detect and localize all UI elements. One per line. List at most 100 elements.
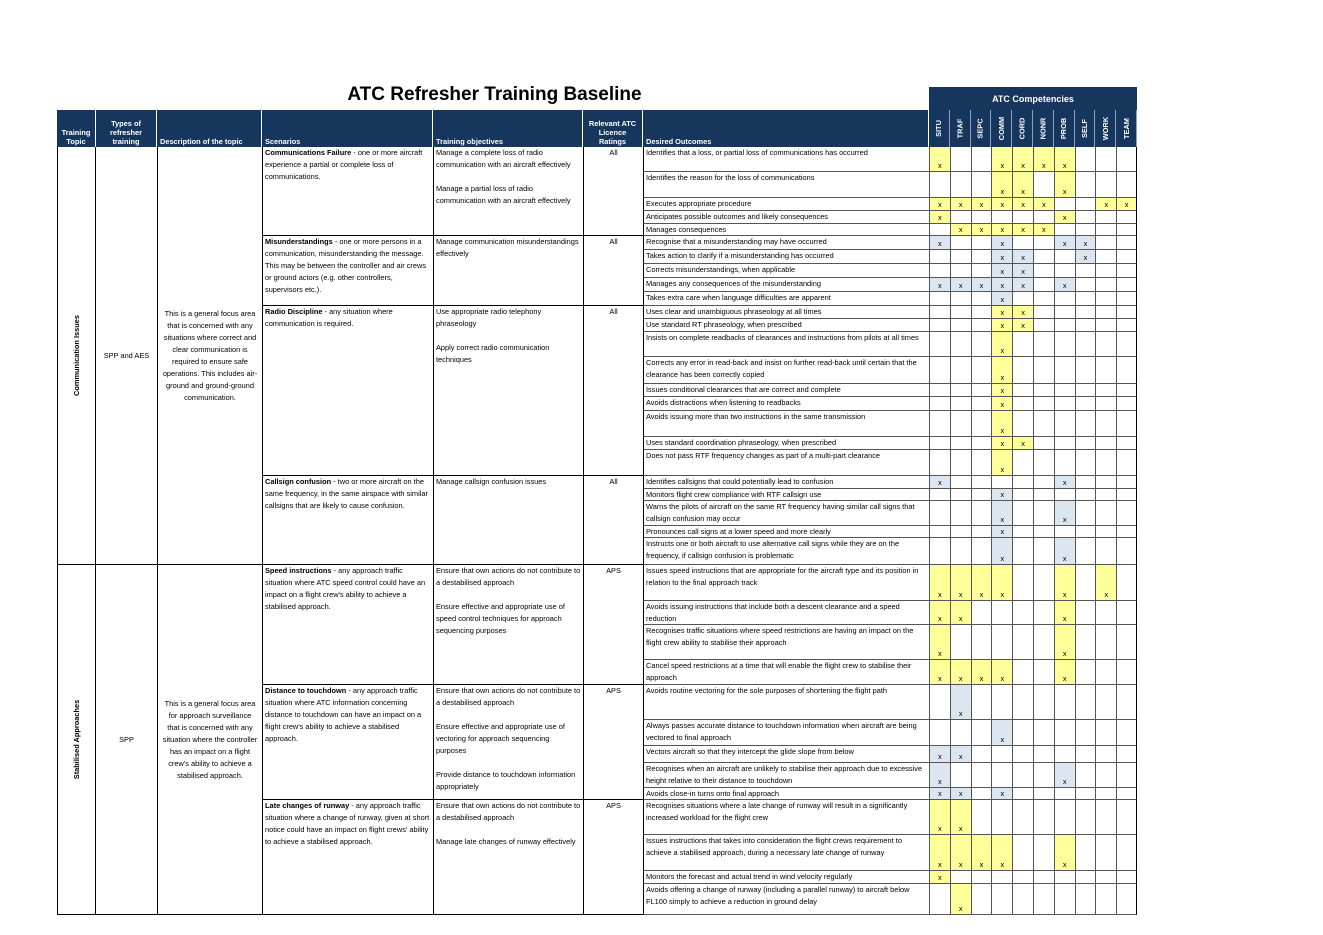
licence-rating: All: [583, 306, 643, 476]
competency-cell: [1033, 720, 1054, 746]
competency-cell: [970, 306, 992, 319]
competency-mark: x: [1000, 386, 1005, 395]
competency-cell: [1074, 601, 1096, 625]
competency-cell: [1116, 278, 1137, 292]
competency-mark: x: [1062, 590, 1067, 599]
desired-outcome: Manages consequences: [643, 224, 929, 236]
competency-cell: x: [991, 319, 1013, 332]
training-topic: Stabilised Approaches: [57, 565, 96, 915]
competency-mark: x: [1000, 321, 1005, 330]
competency-cell: [1053, 450, 1075, 476]
competency-cell: [1095, 746, 1117, 763]
competency-cell: x: [970, 198, 992, 211]
competency-cell: [1033, 660, 1054, 685]
competency-cell: x: [991, 384, 1013, 397]
competency-cell: x: [970, 660, 992, 685]
scenario-title: Callsign confusion: [265, 477, 332, 486]
competency-cell: [970, 526, 992, 538]
competency-cell: [1116, 437, 1137, 450]
competency-cell: [929, 397, 950, 411]
competency-cell: [929, 884, 950, 915]
competency-cell: x: [929, 211, 950, 224]
competency-cell: [1095, 397, 1117, 411]
competency-mark: x: [979, 860, 984, 869]
competency-cell: [1095, 720, 1117, 746]
competency-cell: [970, 763, 992, 788]
refresher-type: SPP: [96, 565, 157, 915]
desired-outcome: Uses standard coordination phraseology, …: [643, 437, 929, 450]
competency-cell: [1033, 306, 1054, 319]
desired-outcome: Avoids issuing instructions that include…: [643, 601, 929, 625]
competency-cell: [1116, 526, 1137, 538]
competency-cell: [1095, 788, 1117, 800]
competency-mark: x: [938, 200, 942, 209]
competency-cell: x: [1012, 319, 1033, 332]
competency-cell: x: [991, 538, 1013, 565]
competency-mark: x: [1000, 674, 1005, 683]
desired-outcome: Cancel speed restrictions at a time that…: [643, 660, 929, 685]
competency-cell: [970, 800, 992, 835]
competency-cell: [949, 450, 971, 476]
competency-cell: x: [1033, 147, 1054, 172]
desired-outcome: Recognises traffic situations where spee…: [643, 625, 929, 660]
competency-cell: [1033, 601, 1054, 625]
competency-cell: [1033, 236, 1054, 250]
competency-cell: [949, 306, 971, 319]
competency-mark: x: [1000, 789, 1005, 798]
competency-cell: [1012, 397, 1033, 411]
competency-mark: x: [938, 161, 942, 170]
competency-cell: [970, 411, 992, 437]
competency-cell: [929, 264, 950, 278]
competency-cell: [1074, 685, 1096, 720]
competency-cell: [1116, 763, 1137, 788]
competency-cell: [1012, 720, 1033, 746]
competency-cell: [1074, 384, 1096, 397]
document-title: ATC Refresher Training Baseline: [347, 84, 642, 105]
competency-mark: x: [938, 674, 942, 683]
scenario-text: - any approach traffic situation where a…: [265, 801, 430, 846]
competency-cell: [1053, 319, 1075, 332]
competency-mark: x: [938, 752, 942, 761]
competency-cell: [1053, 800, 1075, 835]
competency-cell: [1116, 685, 1137, 720]
competency-cell: [1116, 236, 1137, 250]
competency-cell: x: [991, 411, 1013, 437]
competency-cell: [1012, 660, 1033, 685]
competency-cell: x: [1012, 306, 1033, 319]
competency-cell: [991, 871, 1013, 884]
competency-cell: [1053, 384, 1075, 397]
competency-cell: [1074, 437, 1096, 450]
competency-cell: [1095, 172, 1117, 198]
competency-mark: x: [1000, 860, 1005, 869]
competency-cell: x: [929, 763, 950, 788]
competency-cell: [1095, 871, 1117, 884]
competency-cell: [970, 489, 992, 501]
competency-cell: x: [991, 236, 1013, 250]
competency-cell: [949, 411, 971, 437]
training-objective: Provide distance to touchdown informatio…: [436, 770, 576, 791]
competency-cell: x: [991, 357, 1013, 384]
competency-cell: [1012, 565, 1033, 601]
competency-mark: x: [1062, 213, 1067, 222]
desired-outcome: Vectors aircraft so that they intercept …: [643, 746, 929, 763]
competency-cell: [1095, 319, 1117, 332]
competency-label: TRAF: [955, 118, 965, 139]
licence-rating: All: [583, 236, 643, 306]
competency-cell: [1095, 292, 1117, 306]
competency-cell: x: [991, 437, 1013, 450]
competency-cell: [1116, 720, 1137, 746]
competency-cell: x: [1012, 278, 1033, 292]
competency-cell: x: [949, 884, 971, 915]
competency-cell: x: [1053, 278, 1075, 292]
competency-mark: x: [958, 904, 963, 913]
competency-cell: [1095, 306, 1117, 319]
competency-mark: x: [958, 752, 963, 761]
competency-cell: x: [929, 800, 950, 835]
desired-outcome: Pronounces call signs at a lower speed a…: [643, 526, 929, 538]
competency-cell: x: [929, 147, 950, 172]
scenario: Misunderstandings - one or more persons …: [262, 236, 433, 306]
competency-cell: [1012, 538, 1033, 565]
competency-cell: [970, 357, 992, 384]
competency-mark: x: [958, 860, 963, 869]
competency-cell: [991, 625, 1013, 660]
